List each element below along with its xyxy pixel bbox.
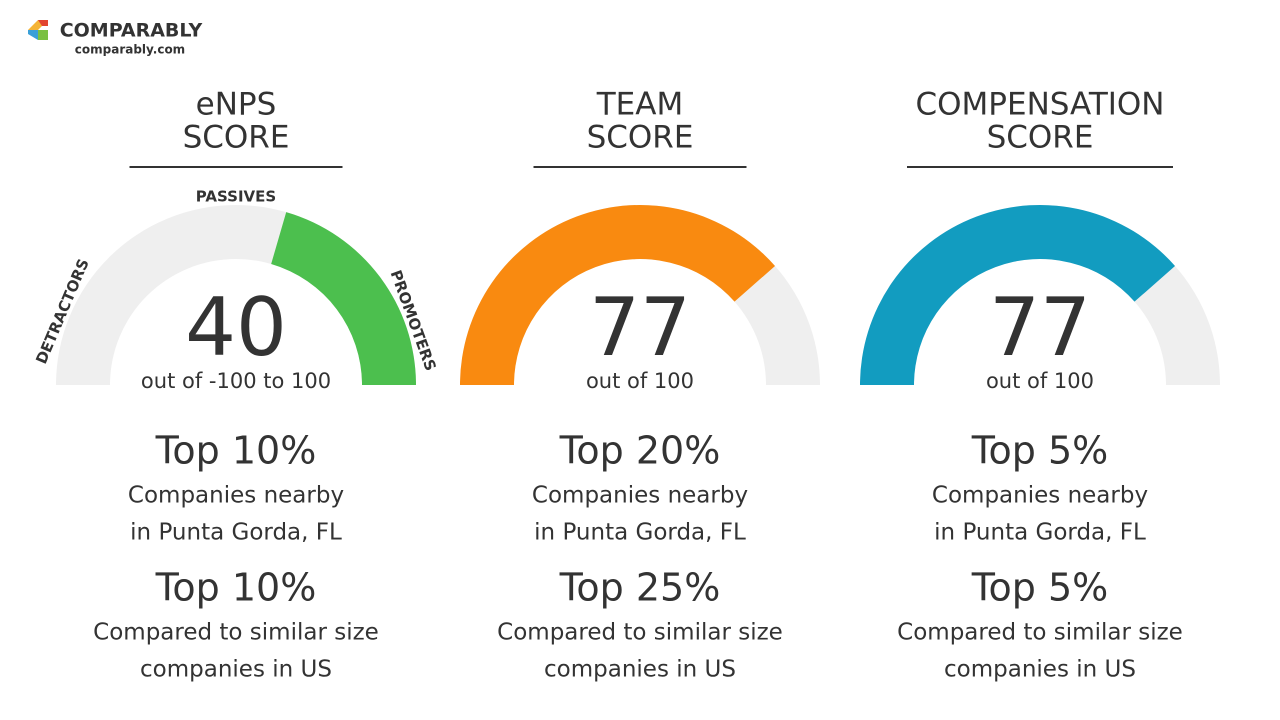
rank-description: Companies nearby <box>932 483 1148 509</box>
gauge-title: SCORE <box>183 120 290 156</box>
rank: Top 25% <box>559 566 721 610</box>
scale-label: out of 100 <box>986 369 1094 393</box>
gauge-band <box>271 212 417 385</box>
rank: Top 10% <box>155 566 317 610</box>
rank: Top 5% <box>971 566 1109 610</box>
rank-description: in Punta Gorda, FL <box>130 520 342 546</box>
rank-description: companies in US <box>944 657 1136 683</box>
gauge-title: eNPS <box>196 87 277 123</box>
rank-description: Compared to similar size <box>497 620 783 646</box>
rank-description: in Punta Gorda, FL <box>534 520 746 546</box>
rank-description: Compared to similar size <box>93 620 379 646</box>
gauge-fill <box>460 204 776 385</box>
rank-description: in Punta Gorda, FL <box>934 520 1146 546</box>
gauge-value: 40 <box>185 281 287 374</box>
rank: Top 5% <box>971 429 1109 473</box>
gauge-title: COMPENSATION <box>916 87 1165 123</box>
rank-description: Companies nearby <box>128 483 344 509</box>
rank-description: companies in US <box>140 657 332 683</box>
gauge-value: 77 <box>989 281 1091 374</box>
logo-icon <box>28 20 48 40</box>
brand-url: comparably.com <box>75 43 185 57</box>
gauge-title: SCORE <box>987 120 1094 156</box>
rank-description: companies in US <box>544 657 736 683</box>
scale-label: out of -100 to 100 <box>141 369 331 393</box>
rank-description: Compared to similar size <box>897 620 1183 646</box>
gauge-title: SCORE <box>587 120 694 156</box>
band-label: PASSIVES <box>196 188 276 206</box>
rank-description: Companies nearby <box>532 483 748 509</box>
gauge-value: 77 <box>589 281 691 374</box>
gauge-fill <box>860 204 1176 385</box>
gauge-title: TEAM <box>596 87 683 123</box>
brand-name: COMPARABLY <box>60 20 203 42</box>
rank: Top 20% <box>559 429 721 473</box>
scale-label: out of 100 <box>586 369 694 393</box>
rank: Top 10% <box>155 429 317 473</box>
